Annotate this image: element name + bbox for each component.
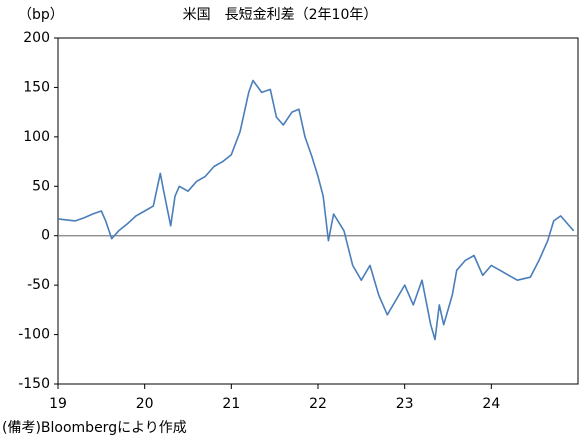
x-tick-label: 24 <box>482 396 500 412</box>
y-tick-label: 0 <box>41 228 50 244</box>
y-tick-label: -100 <box>18 327 50 343</box>
x-tick-label: 20 <box>136 396 154 412</box>
chart-title: 米国 長短金利差（2年10年） <box>183 7 378 23</box>
y-tick-label: 200 <box>23 30 50 46</box>
y-tick-label: 100 <box>23 129 50 145</box>
x-tick-label: 22 <box>309 396 327 412</box>
y-tick-label: -50 <box>27 277 50 293</box>
x-tick-label: 21 <box>222 396 240 412</box>
spread-line <box>57 79 575 341</box>
y-tick-label: -150 <box>18 376 50 392</box>
x-tick-label: 19 <box>49 396 67 412</box>
plot-frame <box>57 37 579 385</box>
y-unit-label: （bp） <box>18 7 64 23</box>
y-tick-label: 50 <box>32 178 50 194</box>
y-tick-label: 150 <box>23 79 50 95</box>
footnote: (備考)Bloombergにより作成 <box>2 420 187 436</box>
x-tick-label: 23 <box>396 396 414 412</box>
